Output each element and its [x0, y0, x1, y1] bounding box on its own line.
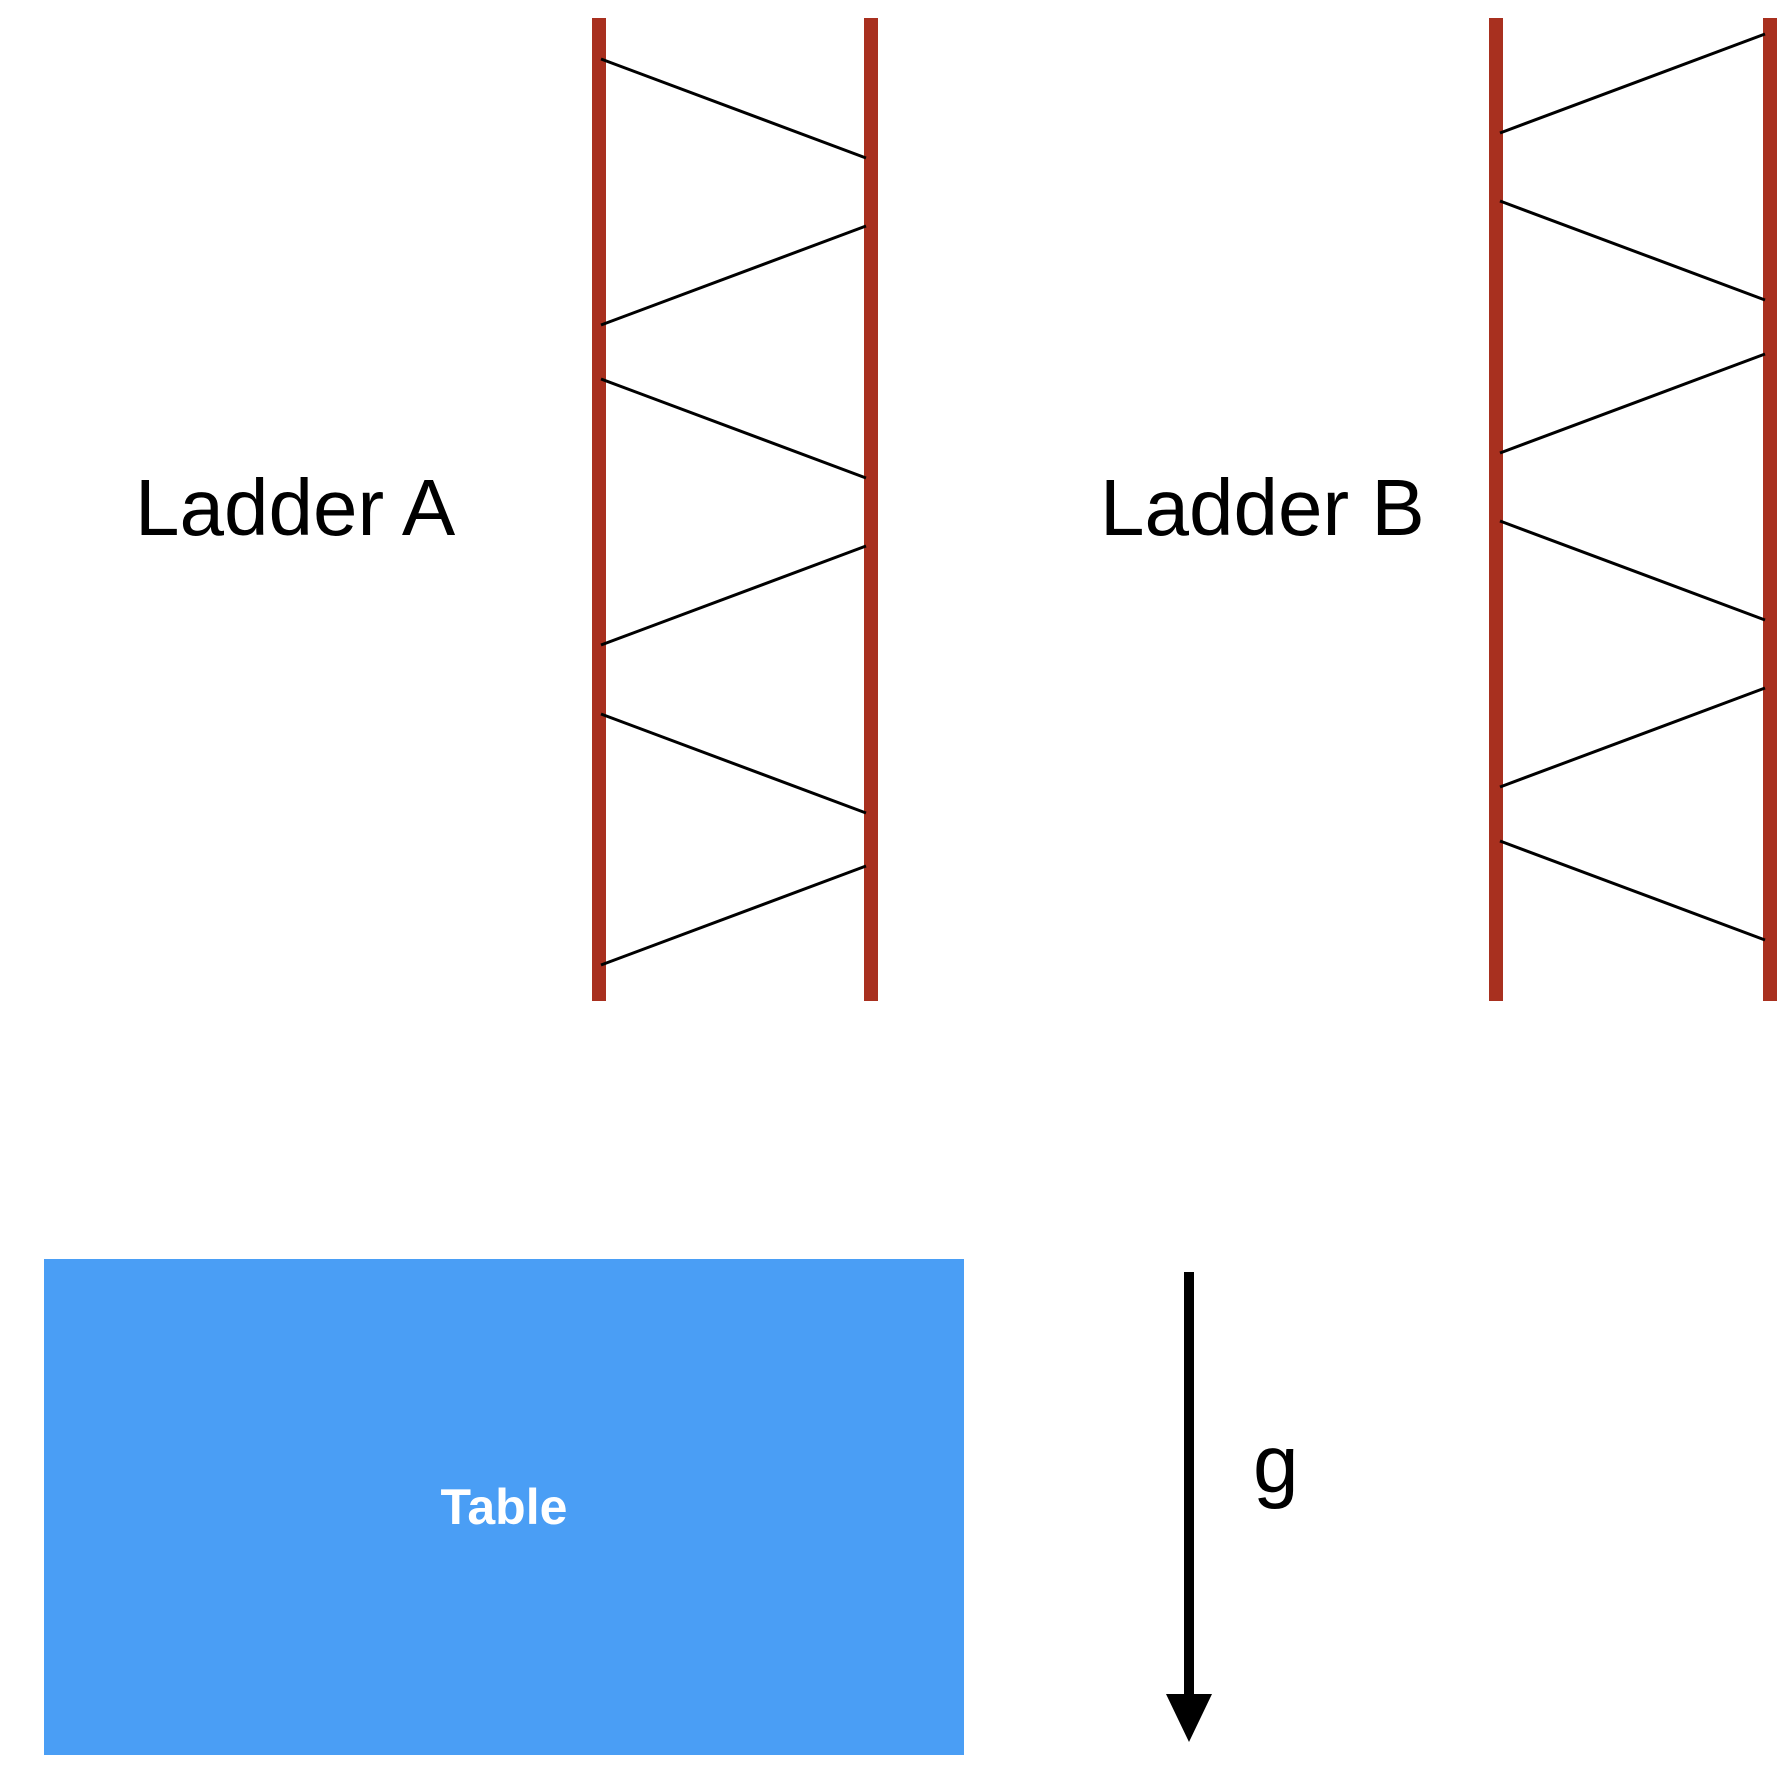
gravity-arrow-head-icon	[1166, 1694, 1212, 1742]
gravity-label: g	[1253, 1419, 1299, 1510]
gravity-indicator: g	[1166, 1272, 1299, 1742]
ladder-a-rung	[601, 379, 866, 478]
ladder-a-rung	[601, 546, 866, 645]
ladder-a-rung	[601, 866, 866, 965]
ladder-b-rung	[1500, 201, 1765, 300]
ladder-a-label: Ladder A	[135, 463, 456, 552]
table: Table	[44, 1259, 964, 1755]
ladder-a-rung	[601, 59, 866, 158]
ladder-b-rung	[1500, 841, 1765, 940]
ladder-a-rung	[601, 226, 866, 325]
ladder-b-rung	[1500, 688, 1765, 787]
ladder-b-label: Ladder B	[1100, 463, 1425, 552]
ladder-b-rung	[1500, 521, 1765, 620]
ladder-a-rung	[601, 714, 866, 813]
ladder-a: Ladder A	[135, 18, 871, 1001]
table-label: Table	[441, 1479, 568, 1535]
ladder-b: Ladder B	[1100, 18, 1770, 1001]
ladder-b-rung	[1500, 34, 1765, 133]
ladder-b-rung	[1500, 354, 1765, 453]
